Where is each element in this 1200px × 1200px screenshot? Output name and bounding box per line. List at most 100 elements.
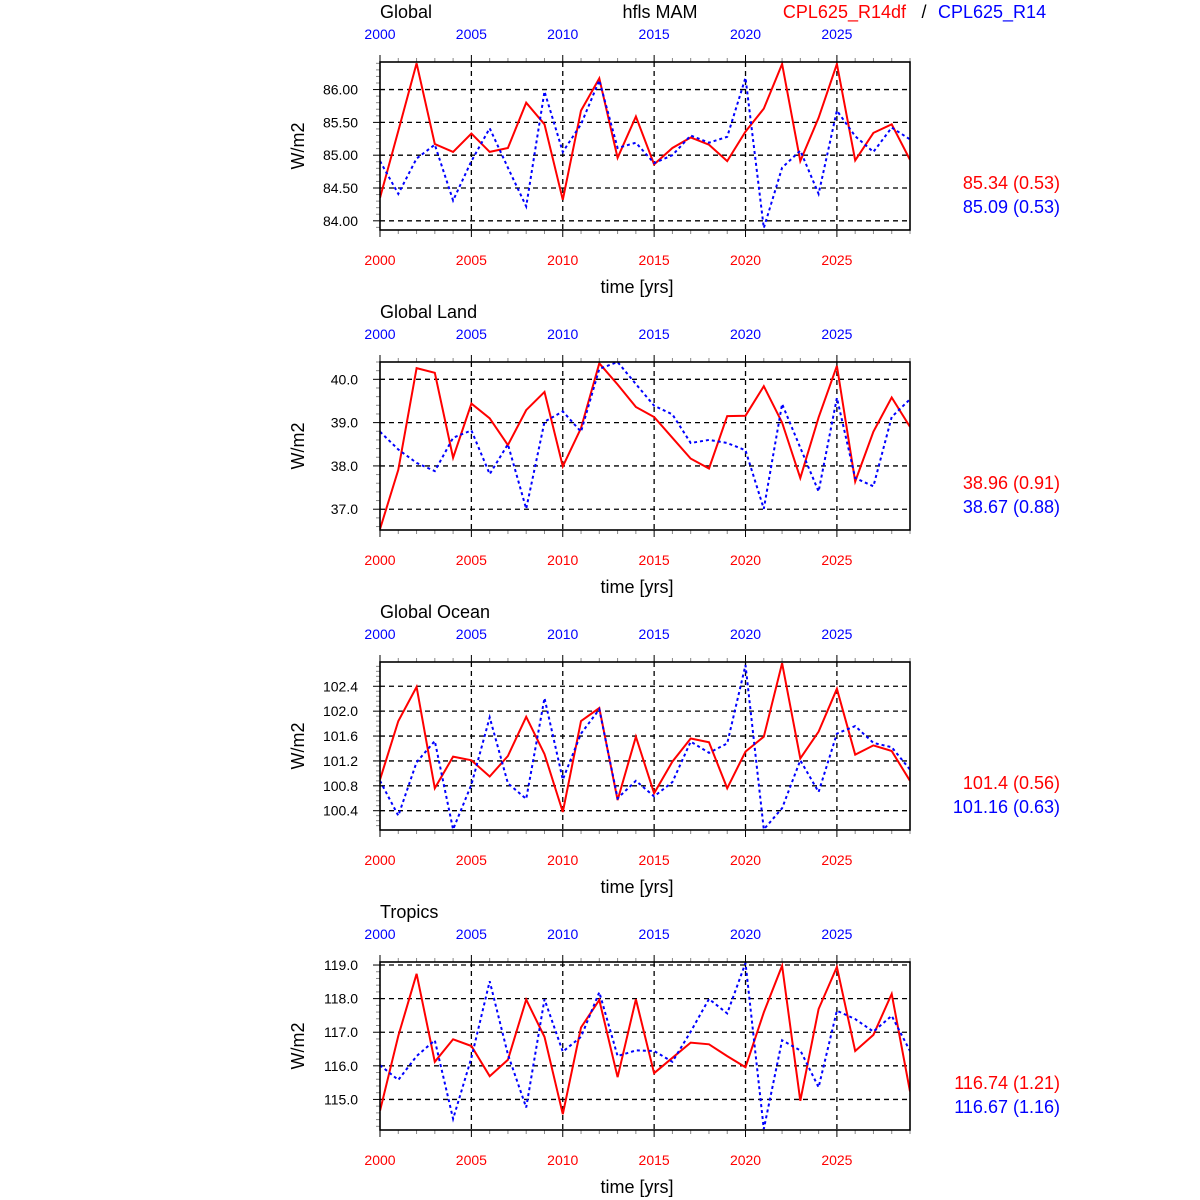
y-tick-label: 40.0	[331, 371, 358, 387]
x-tick-label-top: 2000	[364, 26, 395, 42]
y-tick-label: 38.0	[331, 458, 358, 474]
legend-series1-name: CPL625_R14df	[783, 2, 907, 23]
x-tick-label-top: 2010	[547, 326, 578, 342]
y-tick-label: 115.0	[324, 1091, 358, 1107]
y-tick-label: 102.4	[323, 678, 358, 694]
plot-frame	[379, 961, 911, 1131]
series-line-cpl625-r14	[380, 664, 910, 830]
panel-title: Global	[380, 2, 432, 22]
series-line-cpl625-r14	[380, 77, 910, 229]
x-axis-label: time [yrs]	[600, 577, 673, 597]
x-axis-label: time [yrs]	[600, 277, 673, 297]
y-tick-label: 116.0	[324, 1058, 358, 1074]
series-line-cpl625-r14df	[380, 662, 910, 813]
series-line-cpl625-r14df	[380, 962, 910, 1115]
series-stat-label: 38.96 (0.91)	[963, 473, 1060, 493]
panel-global: Global 2000 2000 2005 2005 2010 2010 2015 2015 20…	[288, 2, 1060, 297]
y-tick-label: 101.2	[323, 753, 358, 769]
x-tick-label-bottom: 2025	[821, 252, 852, 268]
x-tick-label-bottom: 2020	[730, 552, 761, 568]
x-tick-label-bottom: 2000	[364, 252, 395, 268]
header-variable: hfls MAM	[622, 2, 697, 22]
y-tick-label: 100.8	[323, 778, 358, 794]
legend-series2-name: CPL625_R14	[938, 2, 1046, 23]
y-tick-label: 85.50	[323, 114, 358, 130]
y-tick-label: 84.50	[323, 180, 358, 196]
x-tick-label-bottom: 2015	[639, 552, 670, 568]
x-axis-label: time [yrs]	[600, 877, 673, 897]
y-tick-label: 119.0	[324, 957, 358, 973]
series-line-cpl625-r14	[380, 962, 910, 1130]
x-tick-label-top: 2025	[821, 326, 852, 342]
x-tick-label-bottom: 2005	[456, 552, 487, 568]
x-tick-label-top: 2005	[456, 926, 487, 942]
x-tick-label-bottom: 2015	[639, 852, 670, 868]
series-stat-label: 85.34 (0.53)	[963, 173, 1060, 193]
y-tick-label: 102.0	[323, 703, 358, 719]
x-tick-label-top: 2000	[364, 326, 395, 342]
y-tick-label: 86.00	[323, 82, 358, 98]
x-tick-label-bottom: 2010	[547, 1152, 578, 1168]
x-tick-label-top: 2010	[547, 26, 578, 42]
x-tick-label-top: 2025	[821, 626, 852, 642]
y-tick-label: 118.0	[324, 991, 358, 1007]
x-tick-label-top: 2005	[456, 626, 487, 642]
x-tick-label-bottom: 2005	[456, 852, 487, 868]
x-tick-label-bottom: 2000	[364, 552, 395, 568]
x-tick-label-bottom: 2010	[547, 852, 578, 868]
y-axis-label: W/m2	[288, 723, 308, 770]
x-tick-label-top: 2005	[456, 326, 487, 342]
x-tick-label-bottom: 2025	[821, 1152, 852, 1168]
x-tick-label-bottom: 2010	[547, 552, 578, 568]
legend-separator: /	[921, 2, 926, 22]
x-tick-label-bottom: 2025	[821, 552, 852, 568]
series-stat-label: 116.67 (1.16)	[954, 1097, 1060, 1117]
plot-frame	[379, 661, 911, 831]
x-tick-label-bottom: 2000	[364, 852, 395, 868]
x-tick-label-top: 2010	[547, 926, 578, 942]
panel-title: Global Land	[380, 302, 477, 322]
x-tick-label-top: 2015	[639, 626, 670, 642]
y-tick-label: 39.0	[331, 415, 358, 431]
y-axis-label: W/m2	[288, 1023, 308, 1070]
x-tick-label-bottom: 2005	[456, 252, 487, 268]
y-tick-label: 100.4	[323, 803, 358, 819]
x-tick-label-top: 2020	[730, 326, 761, 342]
series-line-cpl625-r14df	[380, 62, 910, 201]
x-tick-label-bottom: 2020	[730, 852, 761, 868]
x-tick-label-bottom: 2020	[730, 1152, 761, 1168]
x-tick-label-top: 2020	[730, 26, 761, 42]
series-stat-label: 85.09 (0.53)	[963, 197, 1060, 217]
panel-tropics: Tropics 2000 2000 2005 2005 2010 2010 2015 2015 2…	[288, 902, 1060, 1197]
x-tick-label-top: 2025	[821, 926, 852, 942]
y-tick-label: 85.00	[323, 147, 358, 163]
series-stat-label: 101.16 (0.63)	[953, 797, 1060, 817]
x-tick-label-top: 2020	[730, 626, 761, 642]
x-tick-label-bottom: 2005	[456, 1152, 487, 1168]
x-tick-label-top: 2025	[821, 26, 852, 42]
series-stat-label: 116.74 (1.21)	[954, 1073, 1060, 1093]
x-tick-label-top: 2010	[547, 626, 578, 642]
x-tick-label-top: 2015	[639, 926, 670, 942]
y-tick-label: 84.00	[323, 213, 358, 229]
x-tick-label-bottom: 2015	[639, 1152, 670, 1168]
panel-title: Global Ocean	[380, 602, 490, 622]
x-tick-label-top: 2005	[456, 26, 487, 42]
panel-title: Tropics	[380, 902, 438, 922]
y-tick-label: 101.6	[323, 728, 358, 744]
plot-frame	[379, 361, 911, 531]
y-axis-label: W/m2	[288, 123, 308, 170]
x-tick-label-top: 2015	[639, 26, 670, 42]
x-tick-label-bottom: 2010	[547, 252, 578, 268]
series-line-cpl625-r14df	[380, 362, 910, 530]
series-line-cpl625-r14	[380, 362, 910, 510]
y-axis-label: W/m2	[288, 423, 308, 470]
x-axis-label: time [yrs]	[600, 1177, 673, 1197]
plot-frame	[379, 61, 911, 231]
y-tick-label: 37.0	[331, 501, 358, 517]
series-stat-label: 38.67 (0.88)	[963, 497, 1060, 517]
panel-global-land: Global Land 2000 2000 2005 2005 2010 2010 2015 2…	[288, 302, 1060, 597]
x-tick-label-top: 2000	[364, 926, 395, 942]
x-tick-label-bottom: 2000	[364, 1152, 395, 1168]
